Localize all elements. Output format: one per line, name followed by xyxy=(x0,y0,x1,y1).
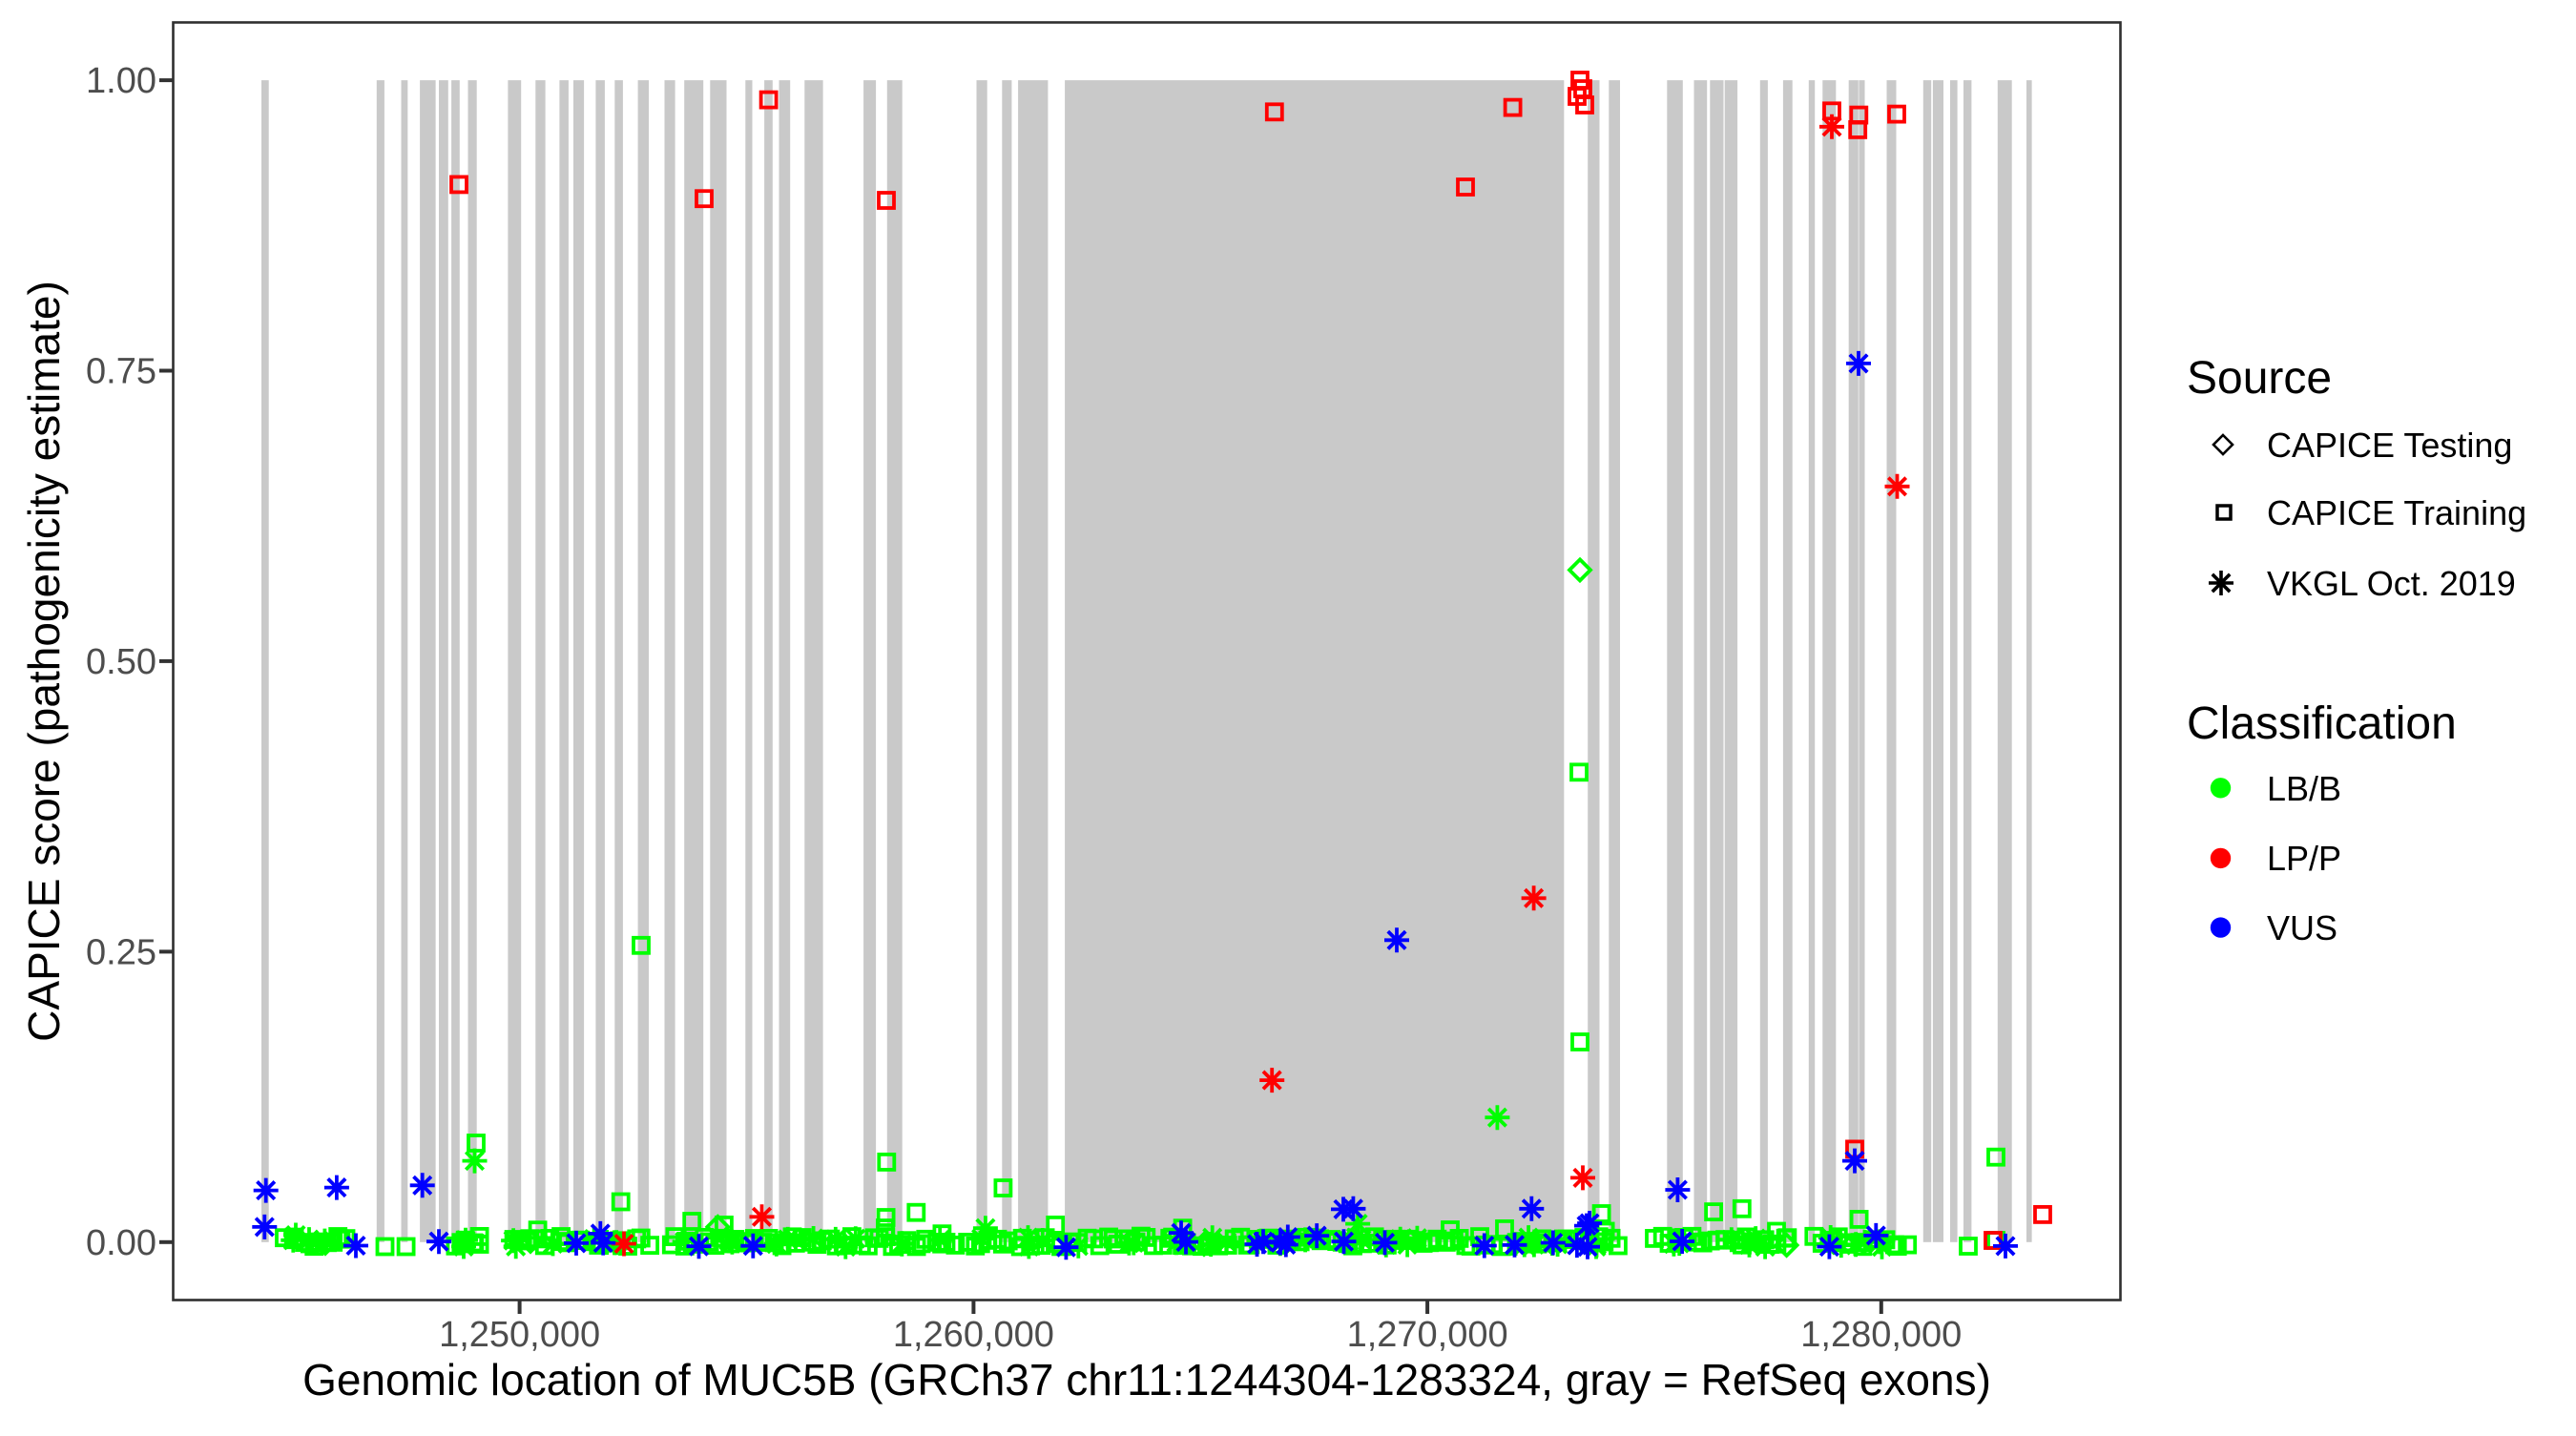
svg-text:1,280,000: 1,280,000 xyxy=(1800,1315,1962,1355)
svg-text:Classification: Classification xyxy=(2187,698,2457,749)
svg-text:CAPICE score (pathogenicity es: CAPICE score (pathogenicity estimate) xyxy=(19,281,69,1042)
svg-text:1,270,000: 1,270,000 xyxy=(1347,1315,1508,1355)
svg-text:1,260,000: 1,260,000 xyxy=(893,1315,1054,1355)
svg-text:Genomic location of MUC5B (GRC: Genomic location of MUC5B (GRCh37 chr11:… xyxy=(302,1355,1991,1405)
svg-text:VKGL Oct. 2019: VKGL Oct. 2019 xyxy=(2267,564,2516,603)
svg-text:1.00: 1.00 xyxy=(86,61,156,101)
svg-text:CAPICE Training: CAPICE Training xyxy=(2267,493,2526,532)
svg-text:LB/B: LB/B xyxy=(2267,769,2341,808)
svg-text:0.50: 0.50 xyxy=(86,642,156,682)
svg-text:VUS: VUS xyxy=(2267,908,2337,947)
svg-text:Source: Source xyxy=(2187,353,2332,404)
svg-text:CAPICE Testing: CAPICE Testing xyxy=(2267,426,2512,465)
svg-text:LP/P: LP/P xyxy=(2267,839,2341,878)
svg-text:0.00: 0.00 xyxy=(86,1223,156,1263)
svg-text:0.25: 0.25 xyxy=(86,932,156,972)
svg-text:0.75: 0.75 xyxy=(86,352,156,392)
svg-text:1,250,000: 1,250,000 xyxy=(439,1315,600,1355)
